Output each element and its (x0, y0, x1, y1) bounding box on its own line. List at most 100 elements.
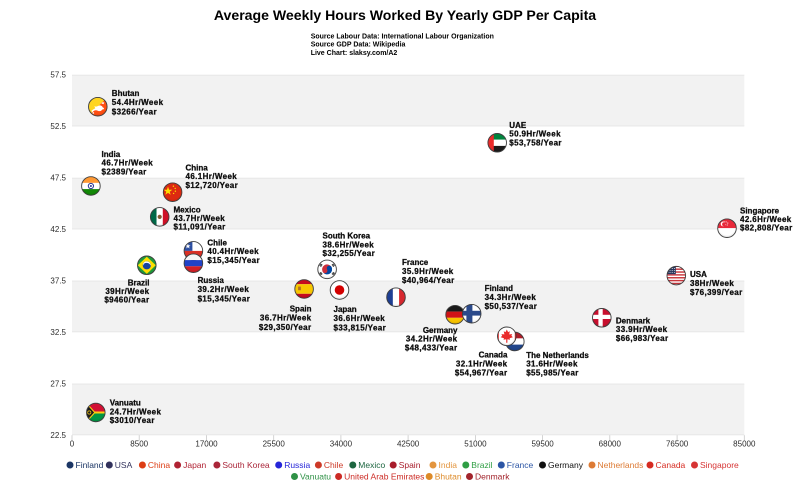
svg-text:32.1Hr/Week: 32.1Hr/Week (456, 360, 508, 369)
svg-text:$40,964/Year: $40,964/Year (402, 276, 455, 285)
svg-text:Average Weekly Hours Worked By: Average Weekly Hours Worked By Yearly GD… (214, 7, 596, 23)
svg-text:$3266/Year: $3266/Year (112, 107, 157, 116)
svg-text:Bhutan: Bhutan (435, 472, 462, 482)
svg-text:$66,983/Year: $66,983/Year (616, 334, 669, 343)
svg-text:46.1Hr/Week: 46.1Hr/Week (186, 172, 238, 181)
svg-text:India: India (102, 150, 121, 159)
svg-text:Canada: Canada (479, 351, 508, 360)
svg-text:Russia: Russia (284, 460, 310, 470)
svg-text:Bhutan: Bhutan (112, 89, 140, 98)
svg-text:25500: 25500 (263, 440, 286, 449)
svg-text:United Arab Emirates: United Arab Emirates (344, 472, 424, 482)
svg-text:Singapore: Singapore (740, 207, 780, 216)
svg-text:China: China (186, 163, 209, 172)
svg-text:39Hr/Week: 39Hr/Week (105, 287, 149, 296)
svg-text:$9460/Year: $9460/Year (104, 296, 149, 305)
svg-text:Finland: Finland (485, 284, 514, 293)
svg-text:42500: 42500 (397, 440, 420, 449)
svg-text:37.5: 37.5 (50, 276, 66, 285)
svg-text:USA: USA (115, 460, 133, 470)
svg-text:34.3Hr/Week: 34.3Hr/Week (485, 293, 537, 302)
svg-text:0: 0 (70, 440, 75, 449)
svg-text:46.7Hr/Week: 46.7Hr/Week (102, 159, 154, 168)
svg-text:57.5: 57.5 (50, 70, 66, 79)
svg-text:Russia: Russia (198, 276, 225, 285)
svg-text:Spain: Spain (399, 460, 421, 470)
svg-text:$12,720/Year: $12,720/Year (186, 181, 239, 190)
svg-text:35.9Hr/Week: 35.9Hr/Week (402, 267, 454, 276)
svg-text:40.4Hr/Week: 40.4Hr/Week (207, 247, 259, 256)
svg-text:$76,399/Year: $76,399/Year (690, 288, 743, 297)
svg-text:France: France (402, 258, 429, 267)
svg-text:52.5: 52.5 (50, 122, 66, 131)
svg-text:The Netherlands: The Netherlands (526, 351, 589, 360)
svg-text:42.5: 42.5 (50, 225, 66, 234)
svg-text:50.9Hr/Week: 50.9Hr/Week (509, 130, 561, 139)
svg-text:Canada: Canada (656, 460, 686, 470)
svg-text:$82,808/Year: $82,808/Year (740, 224, 793, 233)
svg-text:$55,985/Year: $55,985/Year (526, 369, 579, 378)
svg-text:34000: 34000 (330, 440, 353, 449)
svg-text:Singapore: Singapore (700, 460, 739, 470)
svg-text:$15,345/Year: $15,345/Year (207, 256, 260, 265)
svg-text:Germany: Germany (423, 326, 458, 335)
svg-text:Brazil: Brazil (128, 279, 150, 288)
svg-text:Chile: Chile (324, 460, 344, 470)
svg-text:$29,350/Year: $29,350/Year (259, 323, 312, 332)
svg-text:India: India (439, 460, 458, 470)
svg-text:Chile: Chile (207, 238, 227, 247)
svg-text:24.7Hr/Week: 24.7Hr/Week (110, 407, 162, 416)
svg-text:43.7Hr/Week: 43.7Hr/Week (174, 214, 226, 223)
svg-text:$32,255/Year: $32,255/Year (323, 249, 376, 258)
svg-text:76500: 76500 (666, 440, 689, 449)
svg-text:27.5: 27.5 (50, 379, 66, 388)
svg-text:$53,758/Year: $53,758/Year (509, 138, 562, 147)
svg-text:South Korea: South Korea (323, 232, 371, 241)
svg-text:Mexico: Mexico (358, 460, 385, 470)
svg-text:USA: USA (690, 270, 707, 279)
svg-text:36.6Hr/Week: 36.6Hr/Week (334, 314, 386, 323)
svg-text:$33,815/Year: $33,815/Year (334, 323, 387, 332)
svg-text:Denmark: Denmark (616, 316, 651, 325)
svg-text:22.5: 22.5 (50, 431, 66, 440)
svg-text:$3010/Year: $3010/Year (110, 416, 155, 425)
svg-text:68000: 68000 (599, 440, 622, 449)
svg-text:59500: 59500 (531, 440, 554, 449)
svg-text:Vanuatu: Vanuatu (110, 399, 141, 408)
svg-text:$54,967/Year: $54,967/Year (455, 369, 508, 378)
svg-text:$2389/Year: $2389/Year (102, 167, 147, 176)
svg-text:36.7Hr/Week: 36.7Hr/Week (260, 314, 312, 323)
svg-text:51000: 51000 (464, 440, 487, 449)
svg-text:$48,433/Year: $48,433/Year (405, 343, 458, 352)
svg-text:Netherlands: Netherlands (598, 460, 644, 470)
svg-text:47.5: 47.5 (50, 173, 66, 182)
svg-text:17000: 17000 (195, 440, 218, 449)
svg-text:Denmark: Denmark (475, 472, 510, 482)
svg-text:$11,091/Year: $11,091/Year (174, 223, 226, 232)
svg-text:Source Labour Data: Internatio: Source Labour Data: International Labour… (311, 33, 494, 40)
svg-text:Brazil: Brazil (471, 460, 492, 470)
svg-text:33.9Hr/Week: 33.9Hr/Week (616, 325, 668, 334)
svg-text:China: China (148, 460, 170, 470)
svg-text:32.5: 32.5 (50, 328, 66, 337)
svg-text:Live Chart: slaksy.com/A2: Live Chart: slaksy.com/A2 (311, 50, 398, 57)
svg-text:54.4Hr/Week: 54.4Hr/Week (112, 98, 164, 107)
svg-text:8500: 8500 (130, 440, 148, 449)
svg-text:Spain: Spain (290, 305, 312, 314)
svg-text:South Korea: South Korea (222, 460, 270, 470)
svg-text:Japan: Japan (334, 305, 357, 314)
svg-text:39.2Hr/Week: 39.2Hr/Week (198, 285, 250, 294)
svg-text:38.6Hr/Week: 38.6Hr/Week (323, 240, 375, 249)
svg-text:42.6Hr/Week: 42.6Hr/Week (740, 215, 792, 224)
svg-text:Vanuatu: Vanuatu (300, 472, 331, 482)
svg-text:France: France (507, 460, 534, 470)
svg-text:Japan: Japan (183, 460, 206, 470)
svg-text:UAE: UAE (509, 121, 527, 130)
svg-text:Source GDP Data: Wikipedia: Source GDP Data: Wikipedia (311, 42, 406, 49)
svg-text:Finland: Finland (76, 460, 104, 470)
svg-text:34.2Hr/Week: 34.2Hr/Week (406, 335, 458, 344)
svg-text:31.6Hr/Week: 31.6Hr/Week (526, 360, 578, 369)
svg-text:Germany: Germany (548, 460, 584, 470)
svg-text:$50,537/Year: $50,537/Year (485, 302, 538, 311)
svg-text:Mexico: Mexico (174, 205, 201, 214)
